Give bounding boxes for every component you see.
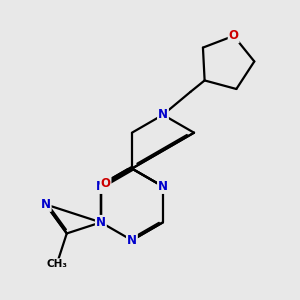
- Text: N: N: [96, 180, 106, 193]
- Text: CH₃: CH₃: [46, 259, 67, 269]
- Text: N: N: [127, 234, 137, 247]
- Text: O: O: [229, 29, 239, 42]
- Text: O: O: [100, 177, 110, 190]
- Text: N: N: [158, 180, 168, 193]
- Text: N: N: [41, 198, 51, 211]
- Text: N: N: [96, 216, 106, 229]
- Text: N: N: [158, 108, 168, 121]
